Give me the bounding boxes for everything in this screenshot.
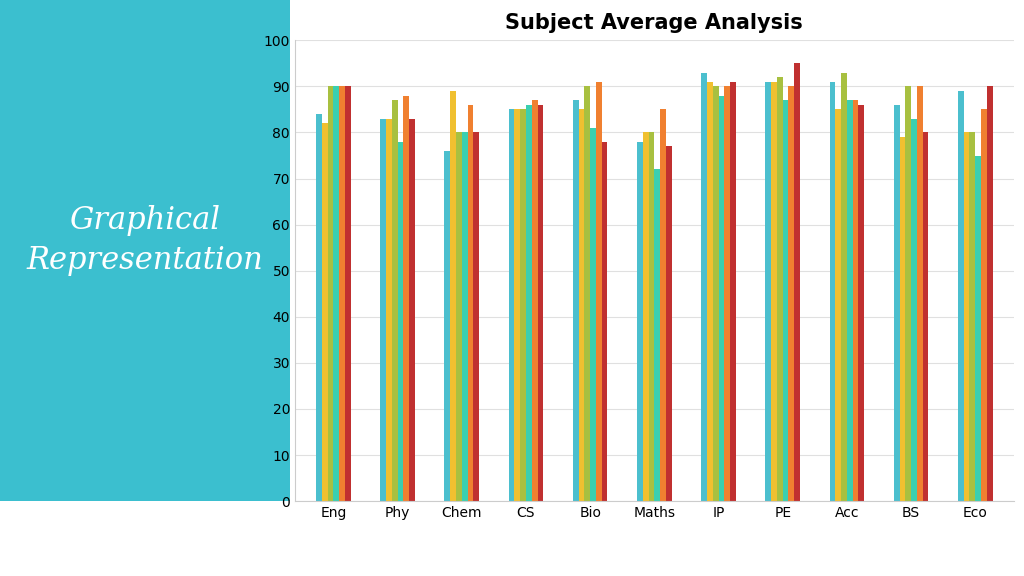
Bar xyxy=(643,132,648,501)
Bar xyxy=(316,114,322,501)
Bar xyxy=(572,100,579,501)
Bar xyxy=(590,128,596,501)
Bar xyxy=(637,142,643,501)
Bar xyxy=(841,73,847,501)
Bar xyxy=(392,100,397,501)
Bar xyxy=(916,86,923,501)
Bar xyxy=(602,142,607,501)
Bar xyxy=(579,109,585,501)
Bar xyxy=(858,105,864,501)
Bar xyxy=(853,100,858,501)
Bar xyxy=(328,86,334,501)
Bar xyxy=(473,132,479,501)
Bar xyxy=(322,123,328,501)
Bar xyxy=(509,109,514,501)
Bar xyxy=(894,105,899,501)
Bar xyxy=(777,77,782,501)
Bar xyxy=(648,132,654,501)
Bar xyxy=(957,91,964,501)
Bar xyxy=(847,100,853,501)
Bar xyxy=(403,96,410,501)
Bar xyxy=(666,146,672,501)
Bar xyxy=(795,63,800,501)
Bar xyxy=(451,91,456,501)
Bar xyxy=(970,132,975,501)
Bar xyxy=(514,109,520,501)
Bar xyxy=(596,82,602,501)
Bar xyxy=(660,109,666,501)
Bar xyxy=(981,109,987,501)
Bar xyxy=(923,132,929,501)
Bar xyxy=(707,82,713,501)
Bar xyxy=(339,86,345,501)
Bar xyxy=(782,100,788,501)
Bar xyxy=(380,119,386,501)
Bar xyxy=(334,86,339,501)
Bar xyxy=(829,82,836,501)
Bar xyxy=(520,109,526,501)
Bar xyxy=(836,109,841,501)
Bar xyxy=(526,105,531,501)
Bar xyxy=(730,82,736,501)
Bar xyxy=(386,119,392,501)
Bar xyxy=(531,100,538,501)
Bar xyxy=(905,86,911,501)
Bar xyxy=(788,86,795,501)
Bar xyxy=(724,86,730,501)
Bar xyxy=(585,86,590,501)
Bar xyxy=(345,86,351,501)
Bar xyxy=(911,119,916,501)
Bar xyxy=(701,73,707,501)
Bar xyxy=(462,132,468,501)
Bar xyxy=(397,142,403,501)
Bar xyxy=(719,96,724,501)
Bar xyxy=(713,86,719,501)
Bar xyxy=(771,82,777,501)
Bar xyxy=(765,82,771,501)
Bar xyxy=(538,105,544,501)
Bar xyxy=(456,132,462,501)
Bar xyxy=(410,119,415,501)
Bar xyxy=(975,156,981,501)
Bar xyxy=(654,169,660,501)
Bar xyxy=(899,137,905,501)
Bar xyxy=(444,151,451,501)
Bar xyxy=(964,132,970,501)
Title: Subject Average Analysis: Subject Average Analysis xyxy=(506,13,803,33)
Text: Graphical
Representation: Graphical Representation xyxy=(27,204,263,276)
Bar xyxy=(468,105,473,501)
Bar xyxy=(987,86,992,501)
